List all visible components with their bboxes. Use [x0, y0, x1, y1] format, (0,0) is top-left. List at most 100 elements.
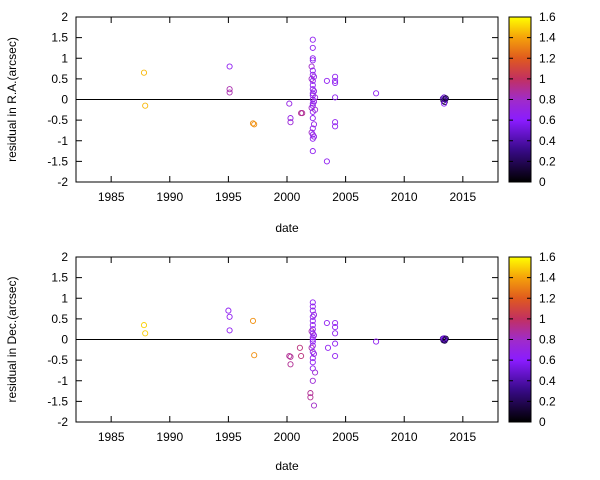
y-tick-label: 0.5 [51, 72, 68, 86]
x-tick-label: 2010 [391, 430, 418, 444]
data-point [332, 119, 339, 126]
data-point [310, 73, 318, 80]
data-point [442, 335, 449, 342]
x-tick-label: 1995 [215, 430, 242, 444]
data-point [299, 110, 306, 117]
data-point [251, 121, 258, 128]
data-point [332, 123, 339, 130]
data-point [323, 77, 330, 84]
x-tick-label: 2000 [274, 430, 301, 444]
data-point [307, 394, 314, 401]
data-point [332, 352, 339, 360]
data-point [312, 106, 319, 113]
data-point [309, 115, 316, 122]
colorbar-tick-label: 0.2 [539, 154, 556, 168]
data-point [312, 94, 319, 101]
data-point [287, 353, 294, 360]
data-point [226, 313, 233, 320]
data-point [308, 63, 315, 70]
data-point [323, 158, 330, 165]
x-tick-label: 1995 [215, 190, 242, 204]
data-point [286, 352, 293, 360]
data-point [441, 336, 448, 343]
colorbar-tick-label: 0.2 [539, 394, 556, 408]
data-point [140, 69, 148, 76]
data-point [309, 338, 316, 345]
data-point [309, 317, 316, 324]
y-tick-label: 1.5 [51, 31, 68, 45]
data-point [226, 327, 233, 334]
colorbar-tick-label: 0.8 [539, 333, 556, 347]
data-point [142, 102, 149, 109]
data-point [332, 319, 339, 327]
y-tick-label: -2 [57, 415, 68, 429]
data-point [309, 336, 316, 343]
data-point [441, 100, 448, 107]
data-point [310, 88, 318, 95]
x-tick-label: 1985 [98, 430, 125, 444]
data-point [309, 359, 316, 366]
data-point [226, 86, 233, 93]
x-tick-label: 2000 [274, 190, 301, 204]
data-point [286, 100, 293, 107]
data-point [309, 303, 316, 310]
colorbar-tick-label: 1.2 [539, 51, 556, 65]
data-point [324, 344, 332, 351]
colorbar-tick-label: 0.8 [539, 93, 556, 107]
x-tick-label: 2015 [449, 190, 476, 204]
data-point [309, 322, 316, 329]
data-point [249, 317, 257, 324]
data-point [309, 67, 316, 74]
data-point [140, 322, 148, 329]
y-tick-label: 0.5 [51, 312, 68, 326]
data-point [225, 307, 232, 314]
data-point [309, 44, 316, 51]
data-point [309, 342, 316, 349]
y-axis-label: residual in R.A.(arcsec) [5, 37, 19, 162]
data-point [226, 63, 233, 70]
data-point [442, 95, 449, 102]
colorbar-tick-label: 1.4 [539, 31, 556, 45]
data-point [309, 377, 316, 384]
data-point [373, 338, 380, 345]
data-point [332, 73, 339, 80]
colorbar-tick-label: 1.6 [539, 250, 556, 264]
x-tick-label: 2010 [391, 190, 418, 204]
y-tick-label: -0.5 [47, 113, 68, 127]
data-point [142, 330, 149, 337]
y-tick-label: 1.5 [51, 271, 68, 285]
data-point [310, 311, 318, 318]
data-point [309, 148, 316, 155]
data-point [332, 77, 339, 84]
y-tick-label: 0 [61, 333, 68, 347]
data-point [287, 361, 294, 368]
data-point [332, 94, 339, 101]
y-tick-label: 1 [61, 51, 68, 65]
data-point [312, 369, 319, 376]
colorbar-tick-label: 0 [539, 175, 546, 189]
y-tick-label: 2 [61, 250, 68, 264]
colorbar-tick-label: 1 [539, 72, 546, 86]
ra-residual-panel: 1985 1990 1995 2000 2005 2010 2015 2 1.5 1 0.5 0 -0.… [5, 10, 556, 235]
data-point [309, 82, 316, 89]
data-point [309, 36, 316, 43]
colorbar-tick-label: 1.2 [539, 291, 556, 305]
data-point [226, 89, 233, 96]
y-tick-label: 0 [61, 93, 68, 107]
data-point [309, 299, 316, 306]
y-tick-label: -1.5 [47, 394, 68, 408]
data-point [310, 350, 318, 357]
data-point [249, 120, 257, 127]
colorbar-tick-label: 1 [539, 312, 546, 326]
x-tick-label: 2005 [332, 190, 359, 204]
data-point [309, 307, 316, 314]
data-point [309, 77, 316, 84]
colorbar-tick-label: 0.6 [539, 353, 556, 367]
y-tick-label: -0.5 [47, 353, 68, 367]
y-tick-label: 1 [61, 291, 68, 305]
data-point [373, 90, 380, 97]
data-point [309, 326, 316, 333]
data-point [310, 402, 318, 409]
data-point [309, 355, 316, 362]
